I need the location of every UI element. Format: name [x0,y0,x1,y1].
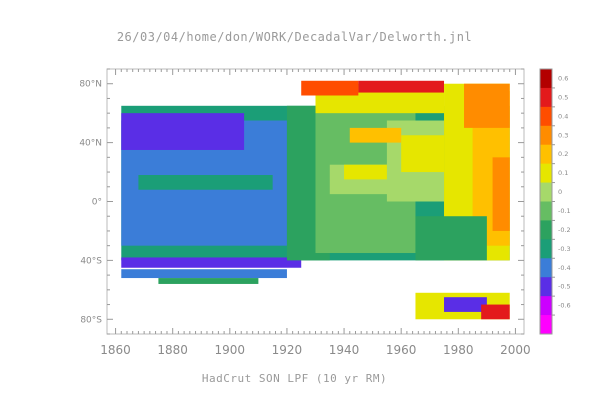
heatmap-cell-18 [464,83,510,128]
x-tick-label: 1940 [329,343,360,357]
colorbar-swatch [540,277,552,297]
heatmap-cell-8 [344,164,396,180]
y-tick-label: 0° [92,198,102,208]
y-tick-label: 80°S [80,315,102,325]
heatmap-cell-3 [138,175,273,190]
x-tick-label: 1980 [443,343,474,357]
colorbar-swatch [540,201,552,221]
colorbar: 0.6 0.5 0.4 0.3 0.2 0.1 0 -0.1 -0.2 -0.3 -0.4 -0.5 -… [539,68,571,335]
heatmap-cell-4 [121,257,302,268]
colorbar-swatch [540,106,552,127]
heatmap-cell-17 [492,157,510,231]
colorbar-swatch [540,296,552,316]
colorbar-swatch [540,258,552,278]
heatmap-cell-24 [481,304,510,320]
x-tick-label: 1920 [272,343,303,357]
heatmap-cell-2 [121,113,245,150]
heatmap-cell-11 [349,127,402,143]
y-tick-label: 40°S [80,256,102,266]
chart-title: 26/03/04/home/don/WORK/DecadalVar/Delwor… [116,30,473,44]
heatmap-cell-13 [301,80,359,96]
heatmap-cell-10 [401,135,445,173]
plot-region-layer [121,80,510,320]
chart-footer-label: HadCrut SON LPF (10 yr RM) [201,372,388,385]
colorbar-swatch [540,163,552,184]
colorbar-label: 0.3 [558,131,568,139]
x-tick-label: 1860 [100,343,131,357]
colorbar-label: 0.6 [558,74,568,82]
colorbar-label: -0.1 [558,207,571,215]
heatmap-cell-21 [158,278,259,284]
y-tick-label: 40°N [79,139,102,149]
colorbar-swatch [540,220,552,240]
y-axis: 80°N 40°N 0° 40°S 80°S [79,68,524,335]
heatmap-cell-14 [358,80,445,93]
colorbar-label: -0.5 [558,283,571,291]
heatmap-cell-19 [415,216,487,261]
colorbar-swatch [540,315,552,335]
colorbar-swatch [540,239,552,259]
colorbar-label: -0.4 [558,264,571,272]
colorbar-label: 0.1 [558,169,568,177]
y-tick-label: 80°N [79,80,102,90]
colorbar-label: 0.5 [558,93,568,101]
colorbar-swatch [540,87,552,108]
colorbar-label: -0.3 [558,245,571,253]
colorbar-label: -0.2 [558,226,571,234]
colorbar-label: 0.4 [558,112,568,120]
colorbar-label: -0.6 [558,302,571,310]
colorbar-label: 0 [558,188,562,196]
colorbar-swatch [540,69,552,89]
colorbar-swatch [540,182,552,202]
x-tick-label: 2000 [500,343,531,357]
heatmap-cell-23 [444,297,487,312]
colorbar-swatch [540,144,552,165]
x-tick-label: 1900 [215,343,246,357]
colorbar-swatch [540,125,552,146]
x-axis: 1860 1880 1900 1920 1940 1960 1980 2000 [100,69,531,357]
x-tick-label: 1960 [386,343,417,357]
heatmap-cell-20 [121,269,287,279]
colorbar-label: 0.2 [558,150,568,158]
x-tick-label: 1880 [157,343,188,357]
